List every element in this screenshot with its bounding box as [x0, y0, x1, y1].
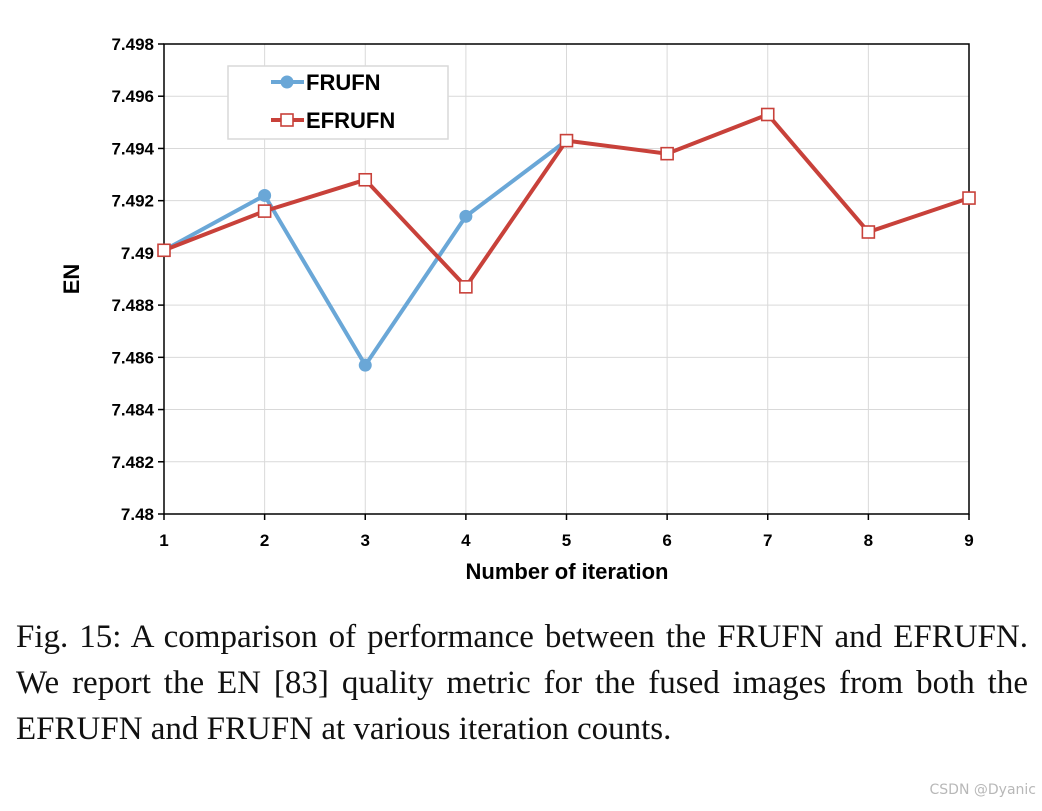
data-point-efrufn — [157, 243, 171, 258]
x-tick-label: 9 — [964, 531, 973, 550]
series-group — [157, 107, 976, 372]
data-point-efrufn — [962, 191, 976, 205]
x-tick-label: 1 — [159, 531, 168, 550]
x-tick-label: 3 — [361, 531, 370, 550]
axes: 7.48 7.482 7.484 7.486 7.488 7.49 7.492 7.494 7.… — [111, 35, 973, 550]
y-tick-label: 7.48 — [121, 505, 154, 524]
x-axis-title: Number of iteration — [466, 559, 669, 584]
watermark: CSDN @Dyanic — [929, 782, 1036, 798]
data-point-efrufn — [660, 146, 674, 161]
x-tick-label: 5 — [562, 531, 571, 550]
data-point-efrufn — [861, 225, 876, 239]
y-axis-title: EN — [59, 264, 84, 295]
x-tick-label: 7 — [763, 531, 772, 550]
y-tick-label: 7.496 — [111, 87, 154, 106]
data-point-efrufn — [358, 172, 373, 187]
figure-caption: Fig. 15: A comparison of performance bet… — [16, 619, 1028, 747]
line-chart: 7.48 7.482 7.484 7.486 7.488 7.49 7.492 7.494 7.… — [59, 35, 976, 584]
data-point-efrufn — [459, 280, 473, 294]
legend-label-efrufn: EFRUFN — [306, 108, 395, 133]
legend: FRUFN EFRUFN — [227, 65, 449, 140]
data-point-efrufn — [760, 107, 775, 122]
data-point-efrufn — [257, 204, 272, 218]
plot-frame — [163, 43, 970, 515]
legend-label-frufn: FRUFN — [306, 70, 381, 95]
y-tick-label: 7.488 — [111, 296, 154, 315]
y-tick-label: 7.486 — [111, 348, 154, 367]
y-tick-label: 7.49 — [121, 244, 154, 263]
y-tick-label: 7.492 — [111, 192, 154, 211]
legend-marker-efrufn — [280, 113, 294, 127]
y-tick-label: 7.484 — [111, 401, 154, 420]
x-tick-label: 8 — [864, 531, 873, 550]
data-point-frufn — [459, 209, 473, 223]
data-point-efrufn — [559, 133, 574, 148]
x-tick-label: 4 — [461, 531, 471, 550]
y-tick-label: 7.494 — [111, 139, 154, 158]
data-point-frufn — [258, 188, 272, 202]
y-tick-label: 7.498 — [111, 35, 154, 54]
legend-box — [227, 65, 449, 140]
y-tick-label: 7.482 — [111, 453, 154, 472]
legend-marker-frufn — [280, 75, 294, 89]
x-tick-label: 6 — [662, 531, 671, 550]
data-point-frufn — [358, 358, 372, 372]
x-tick-label: 2 — [260, 531, 269, 550]
